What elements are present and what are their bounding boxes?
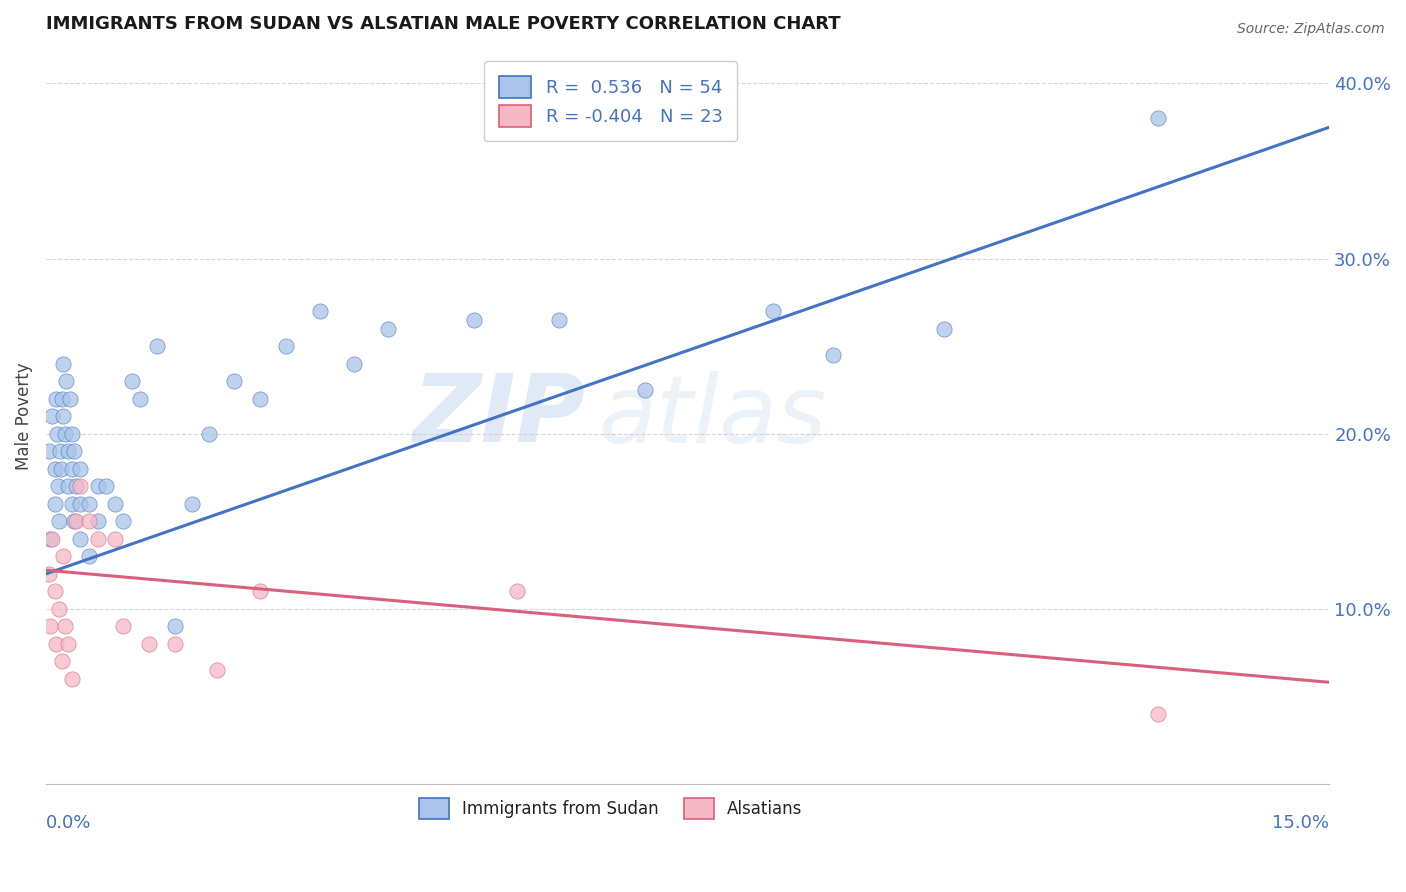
Point xyxy=(56,637,79,651)
Point xyxy=(53,426,76,441)
Point xyxy=(138,637,160,651)
Point xyxy=(41,409,63,424)
Point xyxy=(762,304,785,318)
Point xyxy=(39,619,62,633)
Point xyxy=(1147,112,1170,126)
Point xyxy=(69,532,91,546)
Point xyxy=(49,461,72,475)
Point xyxy=(59,392,82,406)
Point xyxy=(163,637,186,651)
Point xyxy=(56,444,79,458)
Point xyxy=(634,383,657,397)
Point xyxy=(51,392,73,406)
Point xyxy=(45,392,67,406)
Point xyxy=(77,549,100,564)
Point xyxy=(377,321,399,335)
Point xyxy=(55,374,77,388)
Point xyxy=(249,584,271,599)
Text: IMMIGRANTS FROM SUDAN VS ALSATIAN MALE POVERTY CORRELATION CHART: IMMIGRANTS FROM SUDAN VS ALSATIAN MALE P… xyxy=(46,15,841,33)
Point xyxy=(146,339,169,353)
Point xyxy=(180,497,202,511)
Point xyxy=(224,374,246,388)
Point xyxy=(249,392,271,406)
Point xyxy=(58,479,80,493)
Text: ZIP: ZIP xyxy=(412,370,585,462)
Point xyxy=(62,514,84,528)
Point xyxy=(104,532,127,546)
Legend: Immigrants from Sudan, Alsatians: Immigrants from Sudan, Alsatians xyxy=(411,790,811,827)
Y-axis label: Male Poverty: Male Poverty xyxy=(15,362,32,470)
Point xyxy=(823,348,845,362)
Text: 15.0%: 15.0% xyxy=(1272,814,1329,832)
Point xyxy=(86,514,108,528)
Point xyxy=(69,497,91,511)
Point xyxy=(112,514,135,528)
Point xyxy=(207,663,229,677)
Point xyxy=(46,426,69,441)
Point xyxy=(309,304,332,318)
Point xyxy=(129,392,152,406)
Point xyxy=(44,497,66,511)
Point xyxy=(112,619,135,633)
Point xyxy=(1147,706,1170,721)
Point xyxy=(77,514,100,528)
Point xyxy=(197,426,219,441)
Point xyxy=(38,566,60,581)
Point xyxy=(48,601,70,615)
Point xyxy=(60,672,83,686)
Point xyxy=(46,479,69,493)
Point xyxy=(65,514,87,528)
Point xyxy=(121,374,143,388)
Point xyxy=(65,479,87,493)
Point xyxy=(45,637,67,651)
Point xyxy=(548,313,571,327)
Point xyxy=(44,461,66,475)
Point xyxy=(49,444,72,458)
Point xyxy=(274,339,297,353)
Point xyxy=(53,619,76,633)
Point xyxy=(44,584,66,599)
Point xyxy=(94,479,117,493)
Point xyxy=(48,514,70,528)
Point xyxy=(60,461,83,475)
Point xyxy=(104,497,127,511)
Point xyxy=(60,426,83,441)
Point xyxy=(38,444,60,458)
Text: Source: ZipAtlas.com: Source: ZipAtlas.com xyxy=(1237,22,1385,37)
Point xyxy=(63,444,86,458)
Point xyxy=(41,532,63,546)
Point xyxy=(163,619,186,633)
Point xyxy=(77,497,100,511)
Point xyxy=(505,584,527,599)
Point xyxy=(86,532,108,546)
Point xyxy=(52,409,75,424)
Text: 0.0%: 0.0% xyxy=(46,814,91,832)
Point xyxy=(39,532,62,546)
Point xyxy=(52,357,75,371)
Point xyxy=(343,357,366,371)
Text: atlas: atlas xyxy=(598,371,827,462)
Point xyxy=(51,654,73,668)
Point xyxy=(934,321,956,335)
Point xyxy=(86,479,108,493)
Point xyxy=(69,461,91,475)
Point xyxy=(463,313,485,327)
Point xyxy=(69,479,91,493)
Point xyxy=(52,549,75,564)
Point xyxy=(60,497,83,511)
